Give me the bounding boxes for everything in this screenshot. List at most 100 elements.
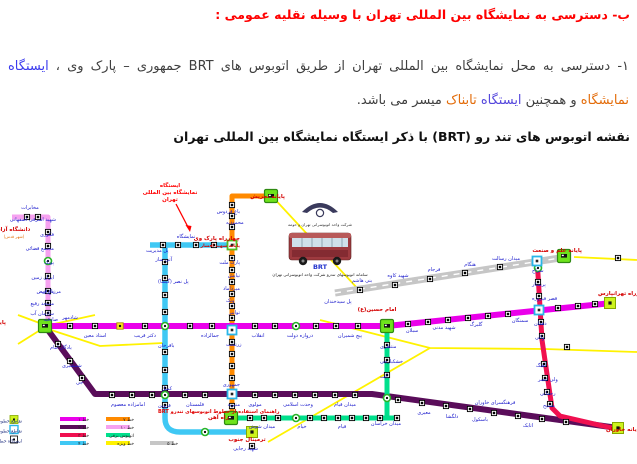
terminal-bus-glyph (268, 194, 274, 198)
station-dot (506, 312, 510, 316)
paragraph-line-2: نمایشگاه و همچنین ایستگاه تابناک میسر می… (8, 84, 629, 118)
station-dot (230, 225, 234, 229)
station-label: آتی ساز (154, 256, 172, 263)
station-dot (188, 324, 192, 328)
station-dot (486, 314, 490, 318)
station-label: پیچ شمیران (338, 333, 363, 339)
station-dot (212, 243, 216, 247)
station-dot (230, 304, 234, 308)
station-dot (616, 426, 620, 430)
legend-line-label: خط ۴ (78, 442, 89, 447)
station-dot (253, 393, 257, 397)
station-label: کمیل (161, 386, 172, 392)
brt-bus-windows (292, 238, 348, 247)
station-label: آهنگ (536, 362, 547, 369)
station-dot (545, 390, 549, 394)
station-dot (385, 396, 389, 400)
bus-wheel-hub (301, 259, 305, 263)
station-dot (313, 393, 317, 397)
station-label: مولوی (248, 402, 262, 408)
link-istgah-1[interactable]: ایستگاه (8, 59, 49, 74)
station-dot (548, 402, 552, 406)
station-dot (535, 259, 539, 263)
station-label: ولی عصر (537, 377, 558, 383)
station-label: پل سیدخندان (324, 299, 352, 305)
station-dot (143, 324, 147, 328)
bus-panel-caption: سامانه اتوبوسهای تندرو شرکت واحد اتوبوسر… (272, 272, 368, 277)
station-dot (230, 340, 234, 344)
terminal-bus-window (268, 194, 271, 197)
legend-line-label: خط ۳ (78, 433, 89, 439)
station-dot (593, 302, 597, 306)
station-label: مجتمع قضائی (26, 246, 55, 252)
station-label: خیام (297, 424, 306, 430)
station-label: شادمهر (61, 315, 78, 321)
station-dot (466, 316, 470, 320)
terminal-bus-glyph (561, 254, 567, 258)
station-dot (163, 324, 167, 328)
station-label: معیری (417, 410, 431, 416)
station-label: دلگشا (446, 413, 459, 420)
legend-line-label: خط ویژه (117, 442, 134, 447)
station-label: میرداماد (223, 286, 240, 292)
station-label: استاد معین (84, 333, 107, 339)
station-dot (46, 259, 50, 263)
brt-logo-text: BRT (313, 263, 328, 271)
station-dot (230, 404, 234, 408)
link-namayeshgah[interactable]: نمایشگاه (580, 93, 629, 108)
station-label: باسکول (472, 417, 488, 423)
station-dot (463, 271, 467, 275)
station-label: قیام (338, 424, 347, 430)
bus-wheel-hub (335, 259, 339, 263)
company-logo-circle (315, 208, 325, 218)
station-dot (163, 368, 167, 372)
station-label: جمالزاده (201, 333, 219, 339)
station-dot (203, 393, 207, 397)
station-label: پل نصر (گیشا) (158, 278, 189, 285)
terminal-bus-window (384, 324, 387, 327)
route-line-5-dash (334, 257, 561, 294)
station-dot (276, 416, 280, 420)
link-istgah-2[interactable]: ایستگاه (480, 93, 522, 108)
link-tabnak[interactable]: تابناک (445, 93, 481, 108)
station-dot (378, 416, 382, 420)
station-dot (565, 345, 569, 349)
legend-icon-label: تقاطع خطوط تندرو و مترو (0, 420, 23, 425)
station-dot (93, 324, 97, 328)
exhibition-annotation: ایستگاه (160, 182, 180, 189)
station-label: قصر فیروزه (532, 296, 558, 302)
terminal-label: ترمینال جنوب (228, 437, 265, 443)
station-label: انقلاب (251, 333, 264, 339)
station-dot (230, 203, 234, 207)
station-label: پل مدیریت (146, 248, 169, 254)
station-label: سبلان (406, 328, 418, 334)
station-label: منتظری (380, 344, 397, 350)
station-dot (176, 243, 180, 247)
station-label: والی (535, 335, 545, 341)
station-dot (230, 376, 234, 380)
station-label: باغ فردوس (217, 209, 240, 215)
station-label: جی (76, 380, 83, 386)
annotation-arrow (175, 203, 190, 230)
station-dot (608, 301, 612, 305)
station-dot (230, 364, 234, 368)
station-dot (293, 393, 297, 397)
station-dot (616, 256, 620, 260)
station-label: محمودیه (226, 220, 244, 226)
station-dot (203, 430, 207, 434)
station-label: (شهر قدس) (4, 234, 25, 239)
paragraph-line-1: ۱- دسترسی به محل نمایشگاه بین المللی تهر… (8, 50, 629, 84)
terminal-bus-window (228, 416, 231, 419)
station-label: منیریه (227, 402, 240, 408)
station-dot (161, 243, 165, 247)
station-dot (163, 393, 167, 397)
terminal-label: چهارراه پارک وی (194, 235, 240, 242)
station-dot (210, 324, 214, 328)
station-dot (250, 430, 254, 434)
station-dot (426, 320, 430, 324)
station-dot (322, 416, 326, 420)
station-label: زرتشت (226, 342, 242, 348)
station-label: میدان رسالت (492, 256, 520, 262)
station-dot (356, 324, 360, 328)
